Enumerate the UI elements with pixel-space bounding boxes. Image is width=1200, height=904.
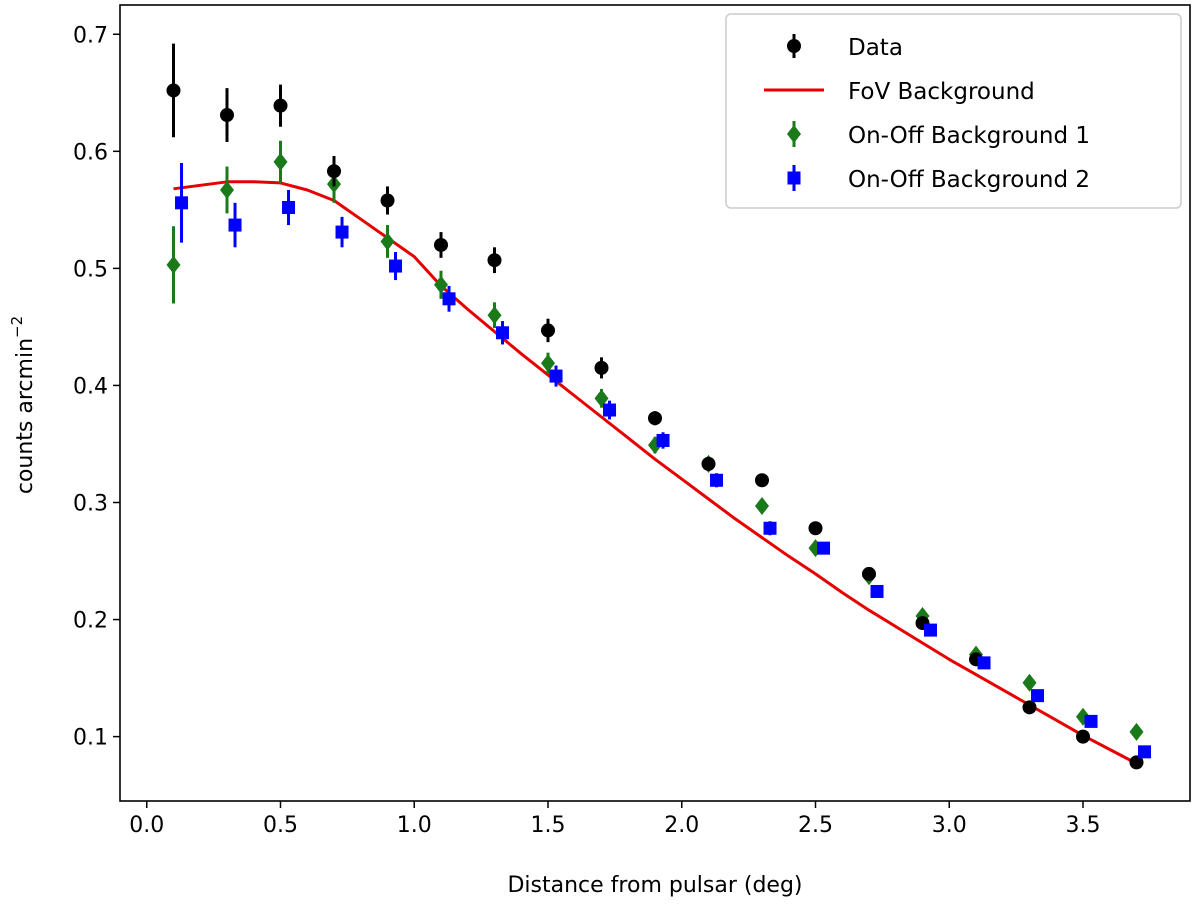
data-point [220, 108, 234, 123]
x-tick-label: 3.0 [932, 813, 967, 838]
legend-frame [725, 13, 1182, 209]
on-off-background-2-point [710, 473, 724, 487]
legend-label-on-off-background-1: On-Off Background 1 [848, 123, 1090, 149]
data-point [1022, 700, 1037, 715]
on-off-background-2-point [656, 433, 670, 447]
on-off-background-2-point [496, 326, 510, 340]
y-axis: 0.1 0.2 0.3 0.4 0.5 0.6 0.7 [73, 23, 120, 751]
on-off-background-2-point [817, 541, 831, 555]
on-off-background-2-point [1031, 689, 1045, 703]
on-off-background-2-point [603, 403, 617, 417]
on-off-background-1-point [487, 306, 502, 325]
legend-symbol-on-off-background-1 [787, 125, 801, 143]
on-off-background-1-point [541, 354, 555, 373]
on-off-background-2-point [924, 623, 938, 637]
data-point [434, 237, 448, 252]
y-tick-label: 0.1 [73, 726, 108, 751]
x-tick-label: 1.5 [531, 813, 566, 838]
x-axis-label: Distance from pulsar (deg) [507, 873, 802, 898]
on-off-background-2-point [870, 584, 884, 598]
x-tick-label: 0.5 [263, 813, 298, 838]
legend: Data FoV Background On-Off Background 1 … [725, 13, 1182, 209]
legend-symbol-on-off-background-2 [787, 171, 801, 185]
x-tick-label: 2.0 [664, 813, 699, 838]
data-point [541, 323, 555, 338]
y-tick-label: 0.3 [73, 492, 108, 517]
on-off-background-2-point [335, 225, 349, 239]
x-axis: 0.0 0.5 1.0 1.5 2.0 2.5 3.0 3.5 [129, 801, 1101, 838]
on-off-background-2-point [977, 656, 991, 670]
on-off-background-1-point [594, 389, 609, 408]
on-off-background-1-point [166, 255, 181, 274]
data-point [487, 253, 502, 268]
data-point [648, 411, 662, 426]
y-tick-label: 0.7 [73, 23, 108, 48]
x-tick-label: 1.0 [397, 813, 432, 838]
on-off-background-2-point [763, 521, 777, 535]
x-tick-label: 3.5 [1066, 813, 1101, 838]
y-axis-label-exponent: −2 [8, 316, 26, 338]
data-point [808, 521, 823, 536]
legend-label-data: Data [848, 35, 903, 61]
on-off-background-1-point [1022, 673, 1037, 692]
series-layer [166, 43, 1152, 770]
y-axis-label-main: counts arcmin [13, 338, 38, 494]
legend-label-on-off-background-2: On-Off Background 2 [848, 167, 1090, 193]
data-point [594, 360, 609, 375]
on-off-background-1-point [1129, 722, 1144, 741]
data-point [862, 566, 876, 581]
data-point [1076, 729, 1090, 744]
y-tick-label: 0.2 [73, 609, 108, 634]
data-point [380, 193, 395, 208]
on-off-background-1-point [755, 497, 769, 516]
y-tick-label: 0.5 [73, 257, 108, 282]
data-point [166, 83, 181, 98]
on-off-background-1-point [220, 180, 234, 199]
y-tick-label: 0.6 [73, 140, 108, 165]
on-off-background-2-point [175, 196, 189, 210]
legend-label-fov-background: FoV Background [848, 79, 1035, 105]
on-off-background-2-point [549, 369, 563, 383]
on-off-background-2-point [389, 259, 403, 273]
y-axis-label: counts arcmin−2 [8, 316, 38, 494]
on-off-background-1-point [434, 275, 448, 294]
y-tick-label: 0.4 [73, 374, 108, 399]
x-tick-label: 0.0 [129, 813, 164, 838]
on-off-background-2-point [1084, 714, 1098, 728]
on-off-background-2-point [228, 218, 242, 232]
legend-symbol-data [787, 39, 801, 53]
on-off-background-2-point [442, 292, 456, 306]
on-off-background-1-point [273, 152, 288, 171]
on-off-background-2-point [282, 201, 296, 215]
data-point [755, 473, 769, 488]
x-tick-label: 2.5 [798, 813, 833, 838]
data-point [327, 164, 341, 179]
data-point [701, 456, 716, 471]
data-point [1129, 755, 1144, 770]
data-point [273, 98, 288, 113]
on-off-background-2-point [1138, 745, 1152, 759]
legend-symbols [764, 34, 824, 191]
on-off-background-1-point [380, 232, 395, 251]
